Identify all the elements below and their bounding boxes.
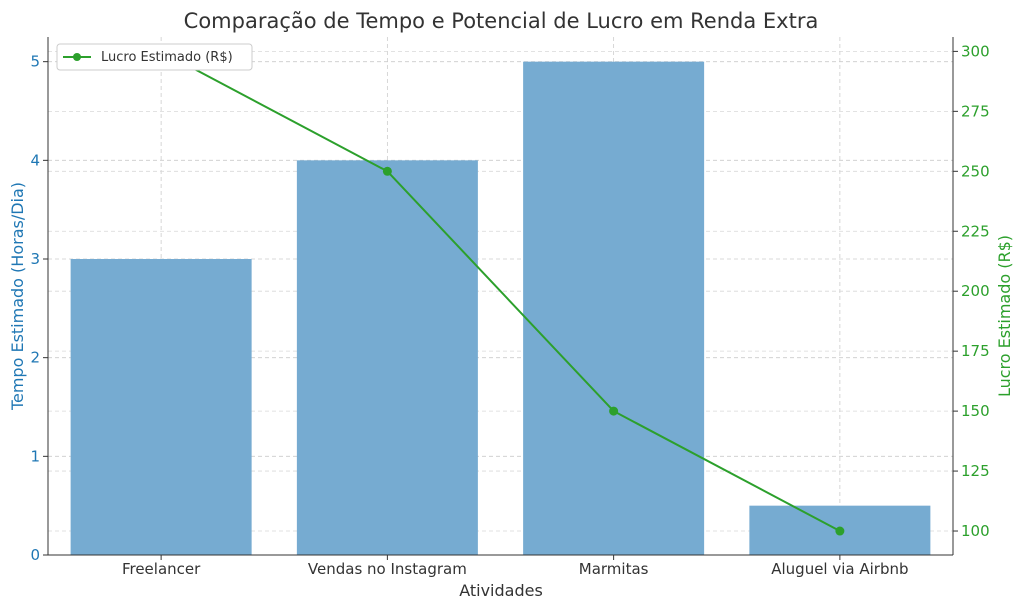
point-lucro-4 <box>835 526 845 536</box>
line-lucro <box>160 50 841 532</box>
axes <box>47 37 954 556</box>
tick-label-right: 100 <box>961 522 990 540</box>
tick-label-left: 0 <box>30 546 40 564</box>
tick-label-right: 300 <box>961 42 990 60</box>
point-lucro-2 <box>382 166 392 176</box>
bar-1 <box>70 259 252 555</box>
tick-label-right: 150 <box>961 402 990 420</box>
tick-label-left: 2 <box>30 349 40 367</box>
tick-label-right: 225 <box>961 222 990 240</box>
legend: Lucro Estimado (R$) <box>56 43 253 71</box>
point-lucro-3 <box>609 406 619 416</box>
y-axis-left-label: Tempo Estimado (Horas/Dia) <box>8 182 27 411</box>
tick-label-x: Aluguel via Airbnb <box>771 560 908 578</box>
tick-label-right: 250 <box>961 162 990 180</box>
chart-title: Comparação de Tempo e Potencial de Lucro… <box>184 9 819 33</box>
tick-label-left: 5 <box>30 53 40 71</box>
bar-3 <box>523 61 705 556</box>
tick-label-left: 1 <box>30 447 40 465</box>
tick-label-x: Vendas no Instagram <box>308 560 467 578</box>
legend-box <box>56 43 253 71</box>
y-axis-right-label: Lucro Estimado (R$) <box>995 235 1014 397</box>
tick-label-x: Freelancer <box>122 560 201 578</box>
legend-entry-lucro: Lucro Estimado (R$) <box>101 50 233 65</box>
tick-label-x: Marmitas <box>579 560 649 578</box>
tick-label-right: 275 <box>961 102 990 120</box>
bar-2 <box>296 160 478 556</box>
line-series <box>156 46 845 536</box>
tick-label-left: 4 <box>30 151 40 169</box>
tick-label-left: 3 <box>30 250 40 268</box>
tick-label-right: 125 <box>961 462 990 480</box>
x-axis-label: Atividades <box>459 581 543 600</box>
legend-marker-swatch <box>73 53 81 61</box>
tick-labels: 0 1 2 3 4 5 100 125 150 175 200 225 250 275 300 Freelan… <box>30 42 989 578</box>
tick-label-right: 200 <box>961 282 990 300</box>
bar-series <box>70 61 931 556</box>
tick-label-right: 175 <box>961 342 990 360</box>
